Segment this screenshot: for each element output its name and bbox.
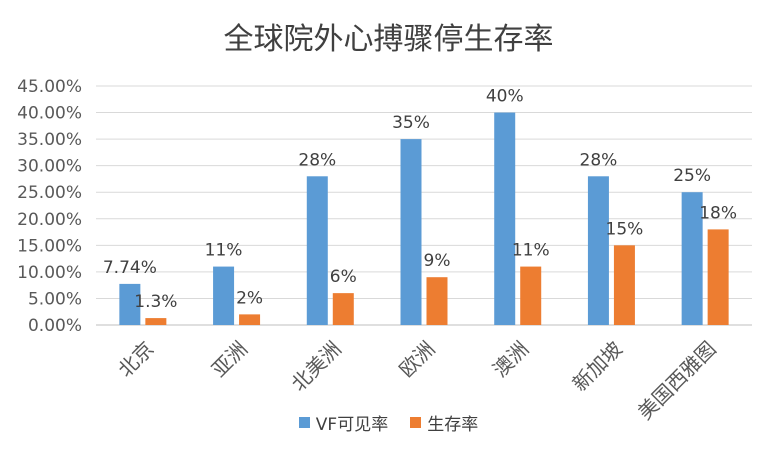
data-label-series-1: 28% [580, 150, 618, 170]
y-tick-label: 0.00% [28, 316, 82, 336]
bar-series-1 [400, 139, 422, 325]
legend-swatch-series-1 [298, 417, 310, 428]
bar-series-2 [145, 318, 167, 325]
y-tick-label: 15.00% [17, 236, 82, 256]
x-tick-label: 新加坡 [568, 337, 627, 396]
data-label-series-1: 11% [205, 241, 243, 261]
x-tick-label: 北京 [113, 337, 158, 382]
bar-series-1 [306, 176, 328, 325]
data-label-series-1: 40% [486, 87, 524, 107]
data-label-series-2: 6% [330, 267, 357, 287]
x-tick-label: 亚洲 [207, 337, 252, 382]
legend-item-series-2: 生存率 [410, 410, 478, 435]
chart-title: 全球院外心搏骤停生存率 [223, 22, 554, 57]
data-label-series-2: 2% [236, 288, 263, 308]
x-tick-label: 北美洲 [286, 337, 345, 396]
bar-series-1 [681, 192, 703, 325]
legend-label-series-2: 生存率 [427, 415, 479, 435]
bar-series-2 [332, 293, 354, 325]
y-tick-label: 25.00% [17, 183, 82, 203]
y-tick-label: 20.00% [17, 210, 82, 230]
data-label-series-1: 7.74% [103, 258, 157, 278]
data-label-series-1: 35% [392, 113, 430, 133]
bar-series-1 [587, 176, 609, 325]
bar-series-2 [426, 277, 448, 325]
data-label-series-2: 9% [424, 251, 451, 271]
bar-series-2 [707, 229, 729, 325]
x-tick-label: 欧洲 [394, 337, 439, 382]
data-label-series-2: 18% [699, 203, 737, 223]
y-tick-label: 30.00% [17, 157, 82, 177]
y-tick-label: 35.00% [17, 130, 82, 150]
y-tick-label: 40.00% [17, 104, 82, 124]
data-label-series-2: 11% [512, 241, 550, 261]
legend-label-series-1: VF可见率 [315, 415, 389, 435]
legend-item-series-1: VF可见率 [298, 410, 389, 435]
bar-series-2 [520, 266, 542, 325]
legend: VF可见率 生存率 [0, 410, 777, 435]
data-label-series-2: 15% [606, 219, 644, 239]
bar-series-1 [119, 283, 141, 325]
bar-series-1 [494, 112, 516, 325]
legend-swatch-series-2 [410, 417, 422, 428]
data-label-series-2: 1.3% [134, 292, 177, 312]
y-tick-label: 45.00% [17, 77, 82, 97]
bar-series-2 [239, 314, 261, 325]
data-label-series-1: 25% [673, 166, 711, 186]
bar-series-2 [613, 245, 635, 325]
bar-series-1 [213, 266, 235, 325]
y-tick-label: 10.00% [17, 263, 82, 283]
y-tick-label: 5.00% [28, 289, 82, 309]
data-label-series-1: 28% [298, 150, 336, 170]
x-tick-label: 澳洲 [488, 337, 533, 382]
